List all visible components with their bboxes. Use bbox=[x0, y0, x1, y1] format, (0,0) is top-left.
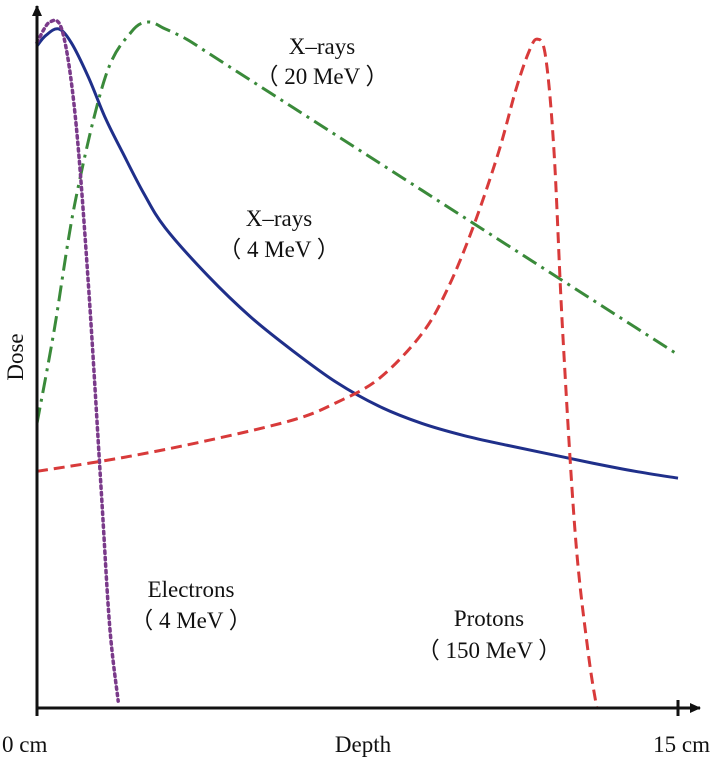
annotation-xrays-4-line1: X–rays bbox=[246, 206, 312, 231]
tick-layer: 0 cm 15 cm bbox=[2, 700, 710, 757]
x-tick-label: 15 cm bbox=[653, 732, 710, 757]
annotation-electrons-line1: Electrons bbox=[148, 577, 235, 602]
series-line-electrons-4-mev bbox=[35, 18, 120, 703]
x-tick-label: 0 cm bbox=[2, 732, 47, 757]
annotation-xrays-4-line2: （ 4 MeV ） bbox=[218, 237, 340, 262]
annotation-protons-line1: Protons bbox=[454, 606, 524, 631]
y-axis-label: Dose bbox=[3, 333, 28, 380]
annotation-xrays-20-line2: （ 20 MeV ） bbox=[255, 64, 388, 89]
annotation-protons-line2: （ 150 MeV ） bbox=[417, 638, 562, 663]
annotation-xrays-20-line1: X–rays bbox=[289, 34, 355, 59]
x-axis-label: Depth bbox=[335, 732, 392, 757]
series-layer bbox=[35, 18, 679, 709]
series-line-x-rays-4-mev bbox=[35, 27, 679, 480]
annotation-electrons-line2: （ 4 MeV ） bbox=[130, 608, 252, 633]
series-line-protons-150-mev bbox=[36, 37, 599, 709]
